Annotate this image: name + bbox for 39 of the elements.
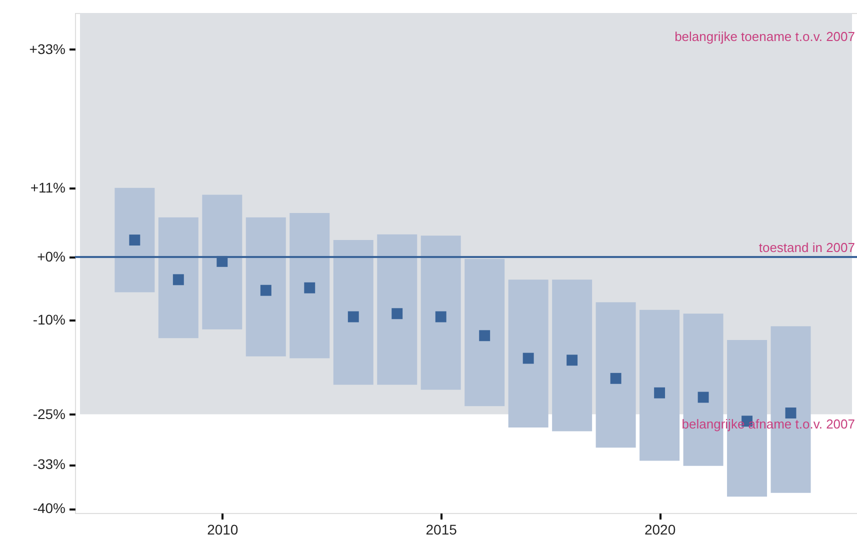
point (479, 330, 490, 342)
point (348, 311, 359, 322)
point (260, 284, 272, 296)
y-tick-label: -10% (32, 311, 66, 328)
ref-line-label: toestand in 2007 (758, 240, 855, 256)
bar (377, 234, 418, 385)
bar (333, 240, 374, 385)
y-tick-label: +11% (30, 179, 66, 196)
x-tick-label: 2015 (426, 522, 458, 538)
bar (158, 217, 198, 338)
bar (202, 194, 242, 330)
point (129, 234, 140, 246)
point (304, 282, 316, 294)
point (698, 392, 709, 403)
point (522, 352, 534, 364)
y-tick-label: -40% (32, 500, 66, 516)
y-tick-label: +33% (29, 40, 66, 57)
x-tick-label: 2010 (207, 522, 238, 538)
bar (508, 280, 548, 428)
point (566, 354, 578, 366)
bar (290, 213, 330, 358)
bar (246, 217, 286, 356)
y-tick-label: -33% (32, 456, 66, 472)
bar (114, 188, 155, 292)
y-tick-label: -25% (32, 406, 66, 422)
point (392, 308, 403, 320)
bar (596, 302, 636, 448)
bar (640, 310, 680, 461)
point (435, 311, 446, 322)
bar (420, 236, 461, 390)
bar (464, 258, 505, 406)
x-tick-label: 2020 (644, 522, 676, 538)
annotation: belangrijke toename t.o.v. 2007 (674, 29, 855, 44)
point (654, 387, 666, 398)
point (172, 274, 184, 286)
bar (552, 280, 592, 432)
y-tick-label: +0% (37, 248, 66, 265)
point (610, 372, 622, 384)
point (785, 408, 796, 418)
